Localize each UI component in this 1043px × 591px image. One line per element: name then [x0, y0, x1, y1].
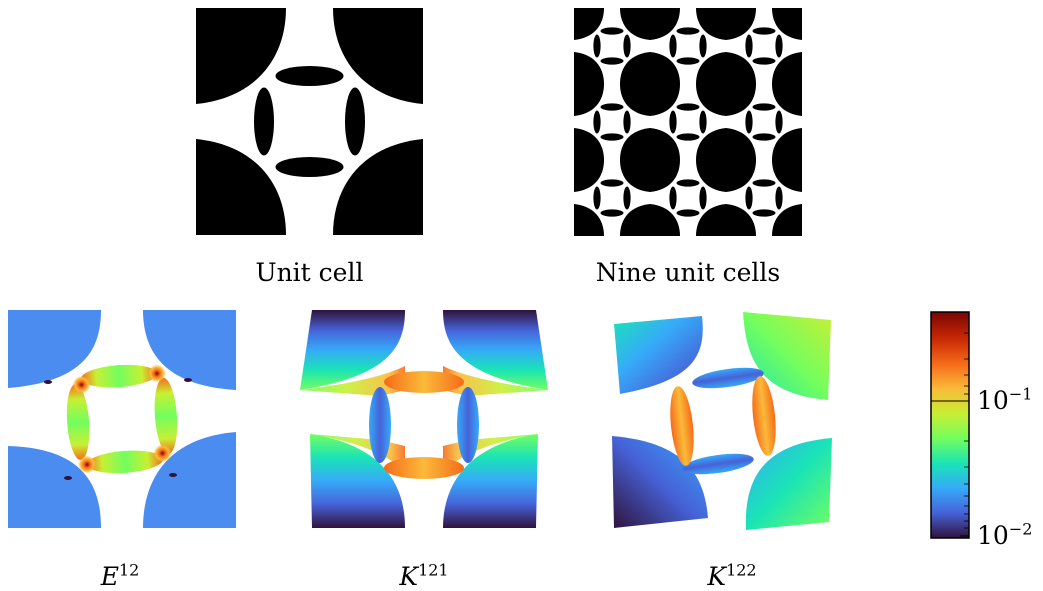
colorbar-tick-base-0: 10	[977, 386, 1009, 415]
colorbar	[930, 311, 970, 539]
unit-cell-image	[196, 8, 423, 235]
k121-field-plot	[300, 306, 548, 532]
colorbar-tick-base-1: 10	[977, 521, 1009, 550]
k122-sup: 122	[726, 560, 757, 580]
k122-caption: K122	[680, 562, 784, 591]
colorbar-tick-exp-0: −1	[1008, 384, 1033, 404]
colorbar-tick-label-0: 10−1	[977, 386, 1032, 415]
nine-unit-cells-caption: Nine unit cells	[595, 258, 781, 287]
e12-caption: E12	[70, 562, 170, 591]
e12-base: E	[100, 562, 119, 591]
unit-cell-caption: Unit cell	[255, 258, 364, 287]
nine-unit-cells-image	[574, 8, 802, 236]
k121-caption: K121	[372, 562, 476, 591]
k122-base: K	[707, 562, 727, 591]
k121-sup: 121	[418, 560, 449, 580]
colorbar-tick-exp-1: −2	[1008, 519, 1033, 539]
e12-sup: 12	[118, 560, 140, 580]
e12-field-plot	[8, 310, 236, 528]
colorbar-tick-label-1: 10−2	[977, 521, 1032, 550]
k121-base: K	[399, 562, 419, 591]
k122-field-plot	[610, 310, 835, 532]
